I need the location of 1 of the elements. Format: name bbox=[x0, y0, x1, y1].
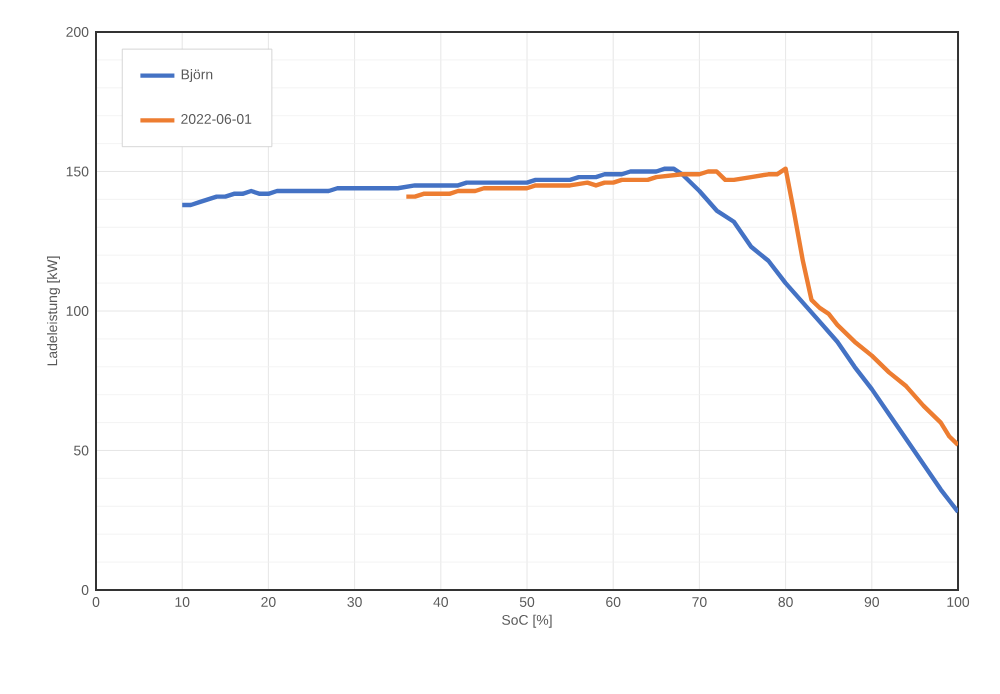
line-series bbox=[404, 166, 959, 448]
